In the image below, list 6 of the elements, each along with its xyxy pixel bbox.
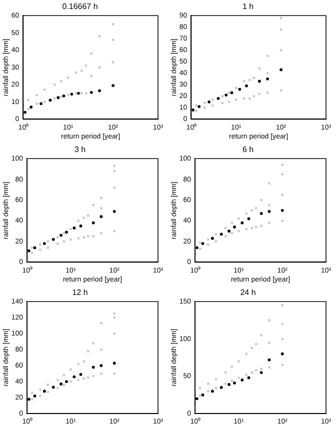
chart-title: 1 h	[242, 2, 254, 12]
chart-title: 12 h	[72, 288, 88, 298]
chart-title: 3 h	[74, 145, 86, 154]
chart-title: 24 h	[240, 288, 256, 298]
chart-title: 0.16667 h	[62, 2, 98, 12]
chart-title: 6 h	[242, 145, 254, 154]
